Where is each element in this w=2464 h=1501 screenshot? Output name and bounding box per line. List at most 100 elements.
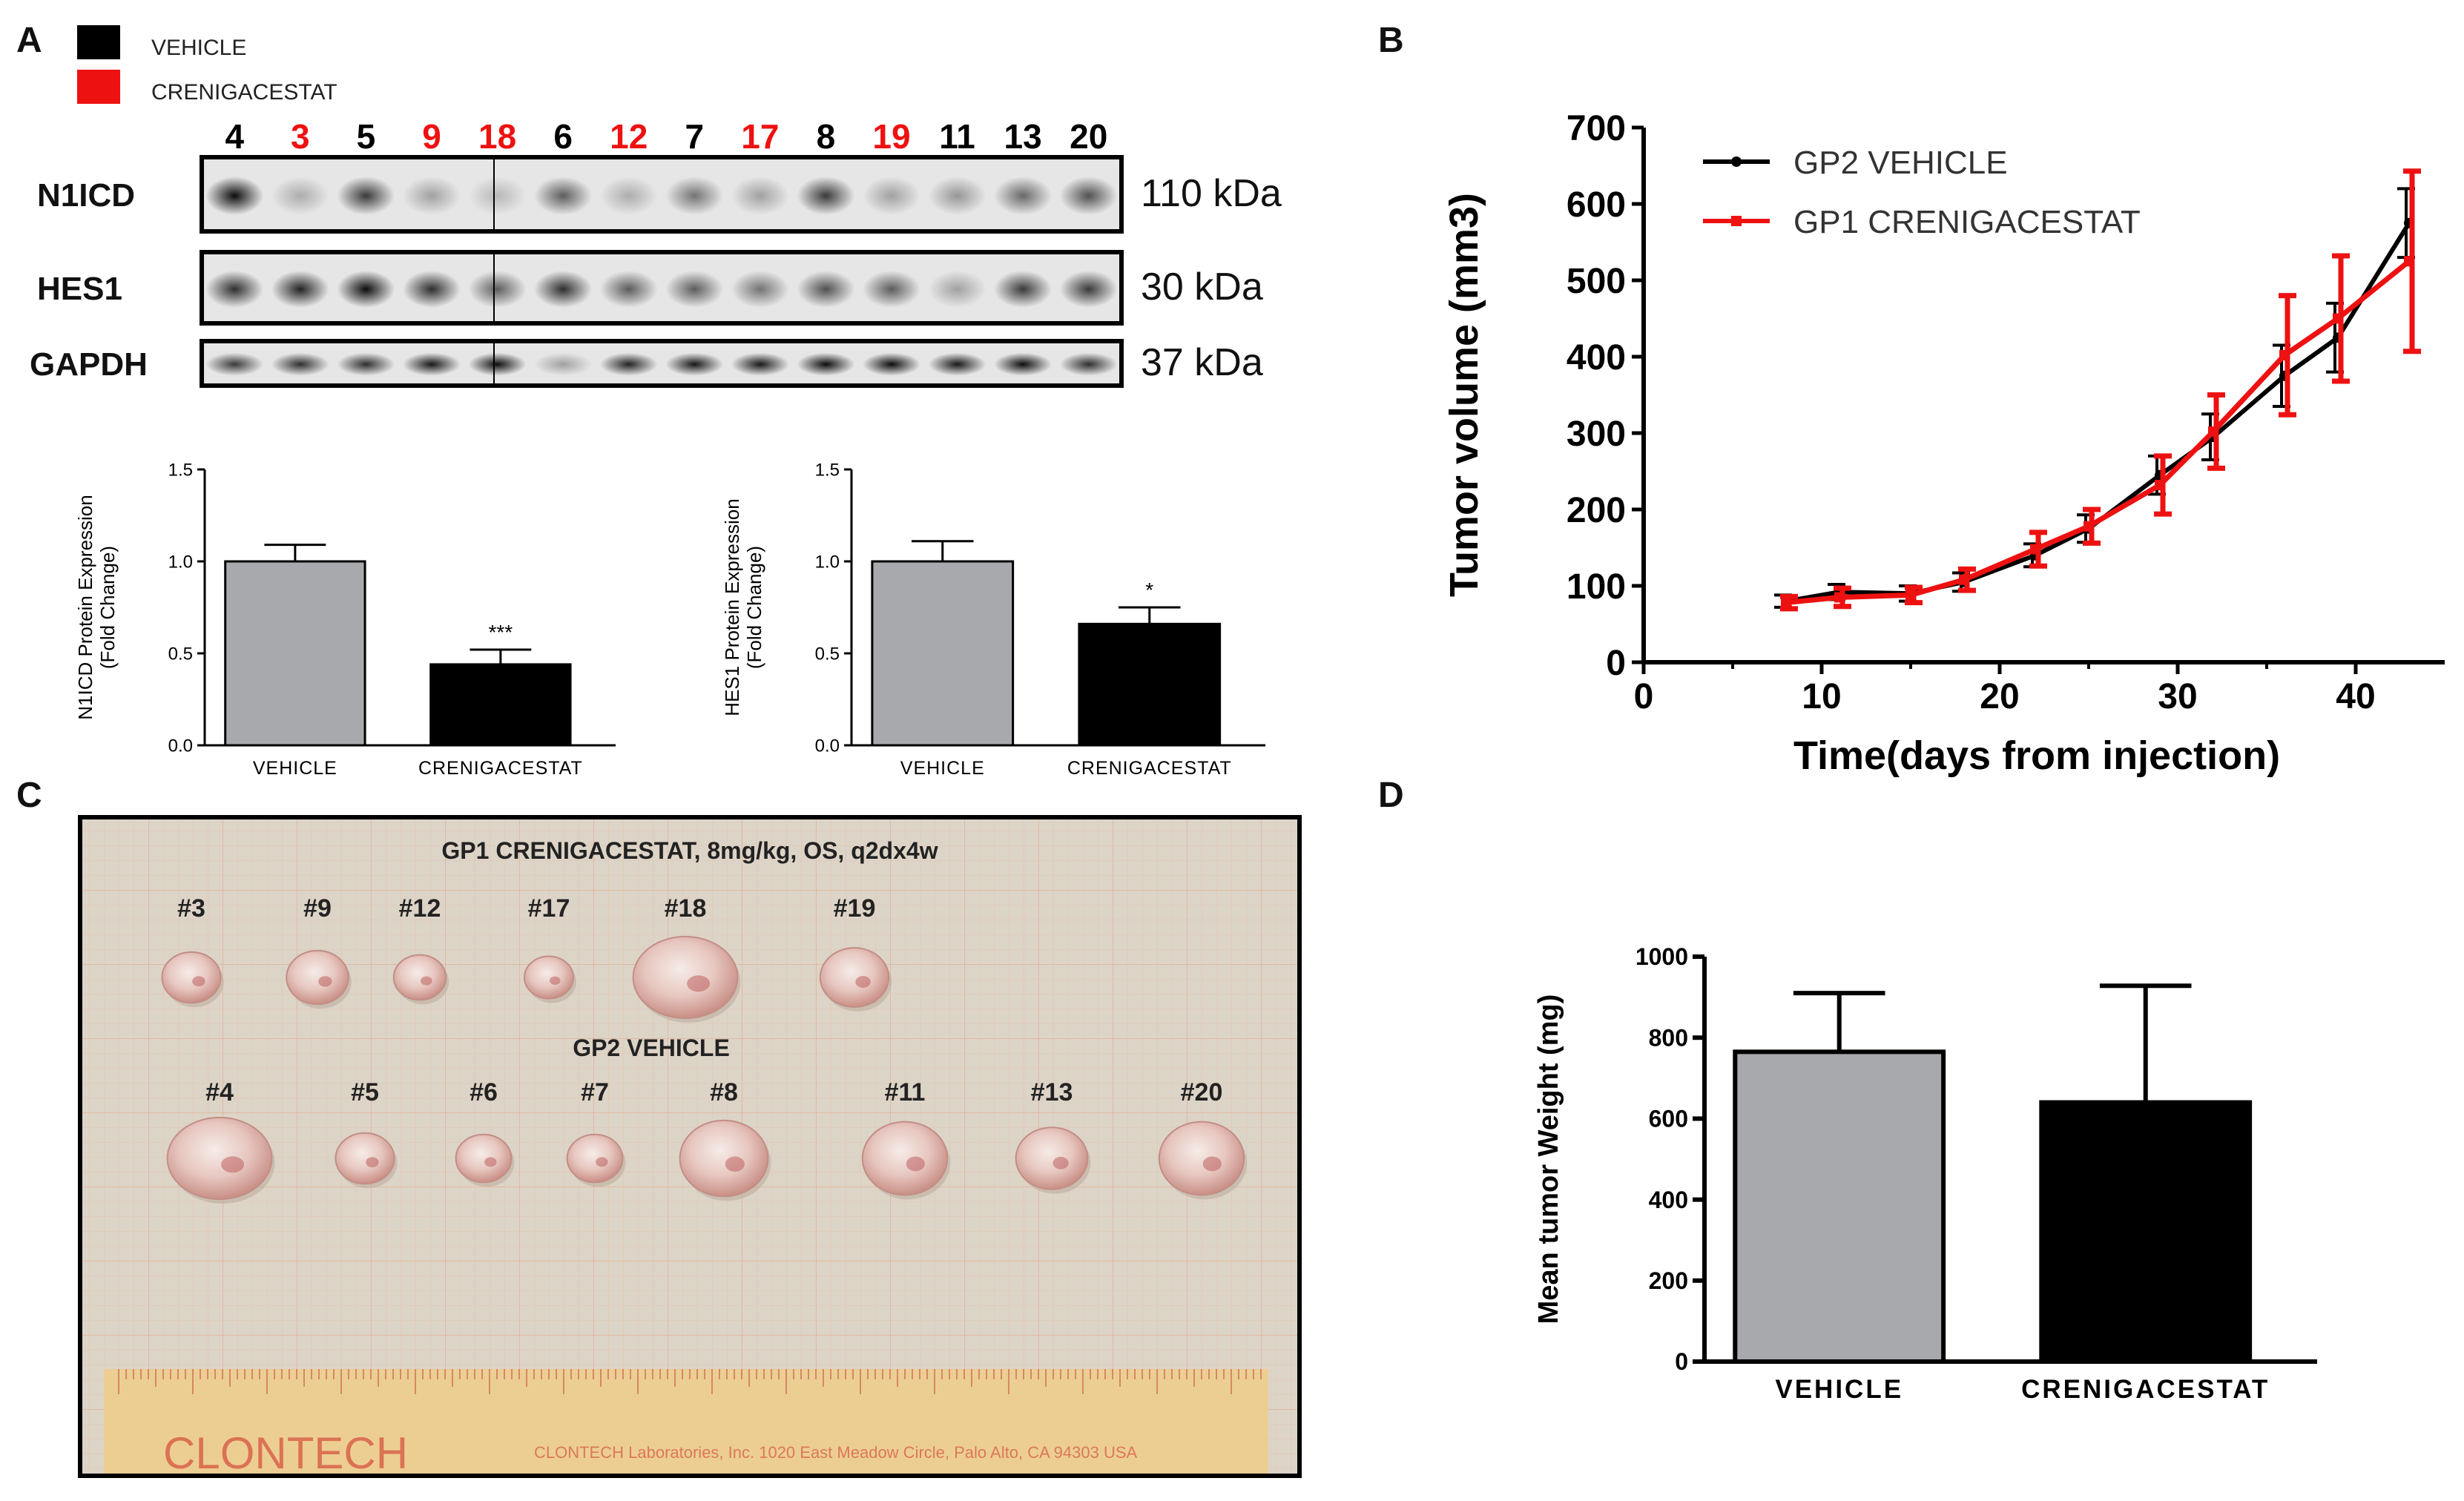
data-point (1834, 592, 1845, 603)
legend-label-vehicle: VEHICLE (151, 36, 246, 60)
tumor-specimen (335, 1132, 395, 1185)
tumor-label: #4 (205, 1078, 234, 1106)
y-tick-label: 400 (1649, 1187, 1688, 1213)
ruler: CLONTECH CLONTECH Laboratories, Inc. 102… (104, 1369, 1268, 1478)
data-point (2083, 521, 2094, 532)
category-label: VEHICLE (900, 758, 985, 779)
tumor-vessel-spot (221, 1156, 245, 1173)
bar-vehicle (1733, 1049, 1946, 1365)
x-tick-label: 10 (1802, 677, 1841, 716)
y-tick-label: 500 (1567, 262, 1626, 301)
panel-label-b: B (1378, 21, 1404, 60)
band-gapdh-2 (337, 352, 395, 376)
data-point (1959, 574, 1969, 585)
tumor-specimen (1158, 1121, 1245, 1196)
y-tick-label: 0.5 (168, 644, 193, 664)
y-tick-label: 0.5 (815, 644, 840, 664)
lane-label-8: 8 (817, 117, 836, 156)
band-n1icd-8 (731, 177, 789, 215)
tumor-label: #6 (470, 1078, 498, 1106)
band-hes1-3 (403, 270, 461, 308)
tumor-vessel-spot (1053, 1156, 1069, 1170)
hes1-bar-chart: 0.0 0.5 1.0 1.5 VEHICLE CRENIGACESTAT * HES1 Pr… (721, 460, 1265, 779)
blot-border (200, 339, 1124, 388)
y-tick-label: 0.0 (815, 736, 840, 756)
band-gapdh-0 (205, 352, 264, 376)
y-axis-label-2: (Fold Change) (96, 546, 119, 669)
blot-hes1: HES1 30 kDa (37, 250, 1263, 326)
band-gapdh-1 (271, 352, 329, 376)
tumor-label: #13 (1031, 1078, 1073, 1106)
band-hes1-2 (337, 270, 395, 308)
band-gapdh-8 (731, 352, 789, 376)
panel-label-a: A (16, 21, 42, 60)
ruler-address: CLONTECH Laboratories, Inc. 1020 East Me… (534, 1443, 1137, 1462)
legend-marker (1731, 156, 1742, 167)
tumor-volume-line-chart: 0 100 200 300 400 500 600 700 0 10 20 30 40 Time(days… (1442, 109, 2445, 778)
band-n1icd-9 (797, 177, 855, 215)
tumor-specimen (1015, 1126, 1089, 1190)
legend-label: GP2 VEHICLE (1793, 145, 2008, 181)
tumor-label: #19 (834, 894, 876, 923)
tumor-specimen (819, 947, 890, 1008)
tumor-specimen (161, 951, 222, 1004)
tumor-label: #7 (581, 1078, 609, 1106)
lane-label-20: 20 (1070, 117, 1107, 156)
band-hes1-13 (1059, 270, 1118, 308)
tumor-label: #5 (351, 1078, 379, 1106)
lane-label-13: 13 (1004, 117, 1042, 156)
band-hes1-6 (599, 270, 658, 308)
significance-label: *** (489, 621, 513, 644)
legend-swatch-vehicle (77, 25, 120, 59)
significance-label: * (1145, 578, 1153, 601)
data-point (2404, 256, 2414, 267)
y-tick-label: 200 (1649, 1267, 1688, 1294)
tumor-specimen (166, 1116, 273, 1201)
legend-label: GP1 CRENIGACESTAT (1793, 204, 2141, 240)
tumor-vessel-spot (318, 976, 332, 987)
x-tick-label: 0 (1634, 677, 1654, 716)
bar-crenigacestat (2039, 1100, 2253, 1365)
tumor-vessel-spot (596, 1157, 608, 1167)
lane-label-5: 5 (357, 117, 376, 156)
band-gapdh-12 (994, 352, 1053, 376)
blot-size-label: 110 kDa (1141, 172, 1282, 215)
tumor-specimen (286, 949, 349, 1006)
y-tick-label: 600 (1649, 1106, 1688, 1132)
tumors-vehicle: #4 #5 #6 #7 #8 #11 #13 #20 (166, 1078, 1248, 1204)
lane-label-3: 3 (291, 117, 310, 156)
band-hes1-7 (665, 270, 724, 308)
band-n1icd-6 (599, 177, 658, 215)
bar-vehicle (871, 560, 1015, 747)
y-tick-label: 800 (1649, 1024, 1688, 1051)
lane-label-6: 6 (553, 117, 573, 156)
photo-group2-label: GP2 VEHICLE (573, 1035, 730, 1061)
blot-protein-label: GAPDH (30, 346, 148, 383)
band-gapdh-11 (928, 352, 986, 376)
y-axis-label: HES1 Protein Expression (721, 498, 743, 716)
band-hes1-10 (863, 270, 920, 308)
lane-label-7: 7 (685, 117, 704, 156)
tumor-vessel-spot (1202, 1156, 1222, 1172)
band-gapdh-5 (534, 352, 593, 376)
band-hes1-0 (205, 270, 264, 308)
tumor-vessel-spot (687, 975, 711, 992)
band-hes1-4 (468, 270, 527, 308)
band-hes1-1 (271, 270, 329, 308)
category-label: CRENIGACESTAT (1067, 758, 1232, 779)
y-tick-label: 100 (1567, 567, 1626, 607)
tumor-label: #11 (885, 1078, 926, 1106)
tumor-label: #12 (399, 894, 441, 923)
band-gapdh-4 (468, 352, 527, 376)
blot-border (200, 155, 1124, 234)
western-blots: N1ICD 110 kDa HES1 30 kDa GAPDH 37 kDa (30, 155, 1282, 388)
tumor-specimen (679, 1119, 769, 1198)
category-label: VEHICLE (1775, 1375, 1903, 1404)
tumor-vessel-spot (725, 1156, 745, 1172)
y-tick-label: 0.0 (168, 736, 193, 756)
band-hes1-8 (731, 270, 789, 308)
band-hes1-11 (928, 270, 986, 308)
series-line (1785, 259, 2411, 606)
tumor-specimen (566, 1133, 624, 1184)
tumor-vessel-spot (192, 976, 205, 986)
